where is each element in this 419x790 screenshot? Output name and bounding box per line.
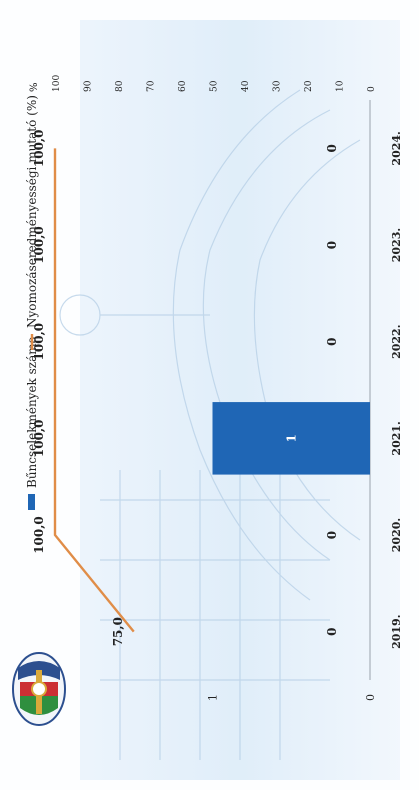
right-axis-tick-label: 80 — [115, 80, 125, 92]
axes: 012db0102030405060708090100%2019.2020.20… — [27, 75, 403, 709]
legend-bar-label: Bűncselekmények száma — [25, 336, 39, 488]
right-axis-tick-label: 0 — [367, 86, 377, 92]
police-crest-logo — [12, 652, 66, 726]
bar-value-label: 0 — [325, 144, 339, 152]
right-axis-tick-label: 10 — [336, 80, 346, 92]
bar-value-label: 1 — [284, 434, 298, 442]
bar — [212, 402, 370, 475]
line-value-label: 100,0 — [32, 130, 46, 168]
category-label: 2020. — [390, 518, 403, 552]
right-axis-tick-label: 50 — [210, 80, 220, 92]
line-value-label: 75,0 — [111, 617, 125, 646]
right-axis-tick-label: 60 — [178, 80, 188, 92]
line-path — [53, 148, 135, 633]
bar-value-label: 0 — [325, 627, 339, 635]
category-label: 2023. — [390, 228, 403, 262]
category-label: 2019. — [390, 614, 403, 648]
data-labels: 0 0 1 0 0 0 75,0 100,0 100,0 100,0 100,0 100,0 — [32, 130, 339, 647]
right-axis-tick-label: 30 — [273, 80, 283, 92]
bar-value-label: 0 — [325, 531, 339, 539]
left-axis-tick-label: 0 — [364, 694, 377, 701]
right-axis-tick-label: 40 — [241, 80, 251, 92]
line-series — [53, 148, 135, 633]
category-label: 2024. — [390, 131, 403, 165]
line-value-label: 100,0 — [32, 420, 46, 458]
right-axis-unit: % — [29, 82, 40, 92]
category-label: 2021. — [390, 421, 403, 455]
bar-value-label: 0 — [325, 241, 339, 249]
bar-series — [212, 402, 370, 475]
line-value-label: 100,0 — [32, 226, 46, 264]
bar-value-label: 0 — [325, 337, 339, 345]
legend: Bűncselekmények száma Nyomozáseredményess… — [25, 95, 39, 510]
legend-bar-swatch — [28, 494, 35, 510]
right-axis-tick-label: 20 — [304, 80, 314, 92]
left-axis-tick-label: 1 — [207, 694, 220, 701]
line-value-label: 100,0 — [32, 323, 46, 361]
line-value-label: 100,0 — [32, 516, 46, 554]
right-axis-tick-label: 70 — [147, 80, 157, 92]
category-label: 2022. — [390, 324, 403, 358]
right-axis-tick-label: 90 — [84, 80, 94, 92]
legend-line-label: Nyomozáseredményességi mutató (%) — [25, 95, 39, 328]
right-axis-tick-label: 100 — [52, 75, 62, 92]
